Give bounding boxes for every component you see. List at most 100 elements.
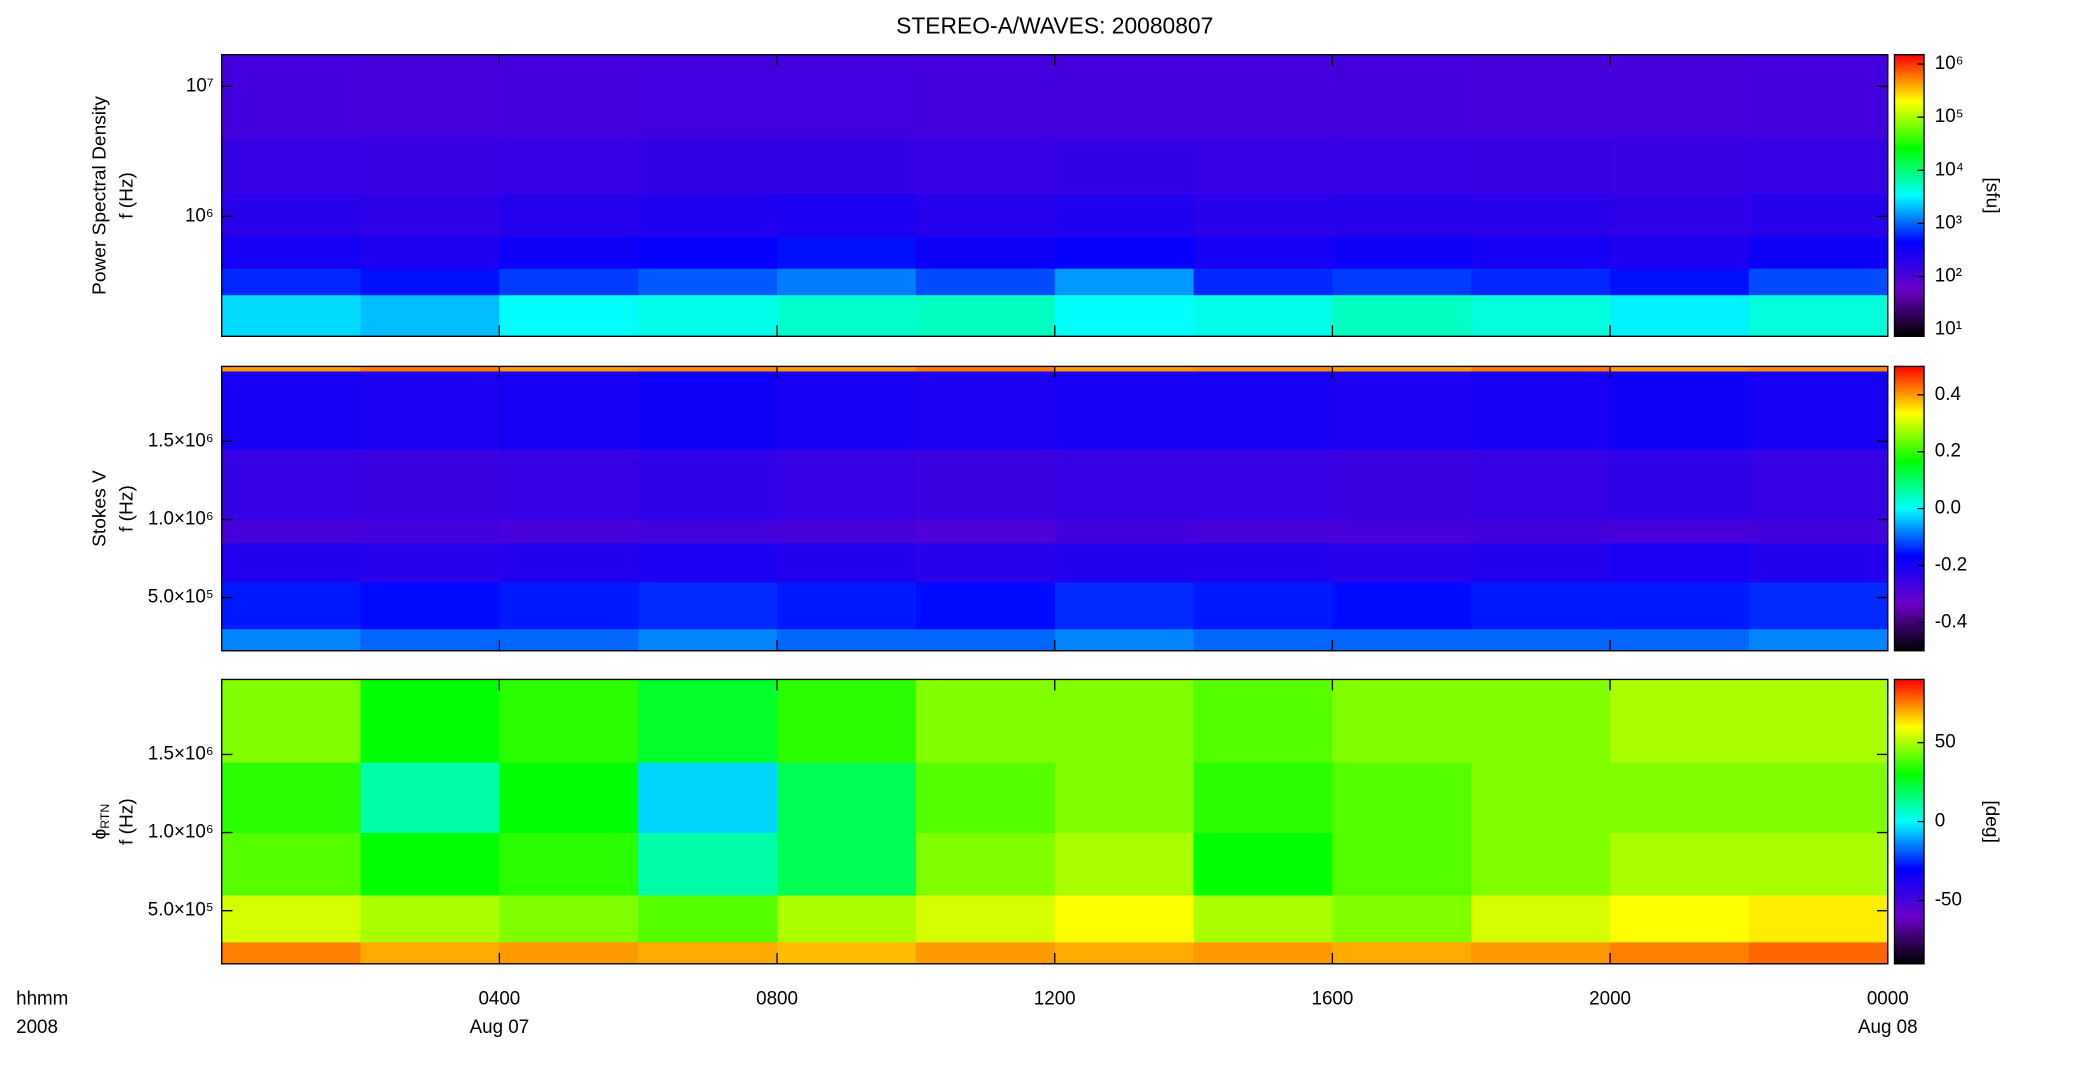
heatmap-cell: [638, 941, 778, 965]
heatmap-cell: [499, 832, 639, 896]
heatmap-cell: [1332, 268, 1472, 296]
heatmap-cell: [915, 832, 1056, 896]
heatmap-cell: [360, 236, 500, 269]
heatmap-cell: [360, 895, 500, 943]
heatmap-cell: [360, 941, 500, 965]
heatmap-cell: [1748, 268, 1889, 296]
heatmap-cell: [360, 542, 500, 583]
heatmap-cell: [1610, 449, 1750, 520]
y-axis-label: f (Hz): [117, 798, 138, 845]
heatmap-cell: [499, 268, 639, 296]
heatmap-cell: [221, 54, 361, 139]
heatmap-cell: [1332, 542, 1472, 583]
heatmap-cell: [1471, 581, 1611, 630]
heatmap-cell: [1610, 762, 1750, 833]
heatmap-cell: [1332, 294, 1472, 337]
heatmap-cell: [1332, 941, 1472, 965]
heatmap-cell: [1610, 268, 1750, 296]
x-tick-label: 0000: [1867, 988, 1909, 1009]
heatmap-cell: [777, 519, 917, 544]
heatmap-cell: [1193, 268, 1333, 296]
heatmap-cell: [360, 519, 500, 544]
heatmap-cell: [1748, 941, 1889, 965]
label-subscript: RTN: [98, 804, 112, 829]
y-axis-label: Power Spectral Density: [90, 96, 111, 295]
colorbar-tick-label: 10¹: [1935, 319, 1962, 340]
heatmap-cell: [777, 762, 917, 833]
heatmap-cell: [1748, 679, 1889, 763]
colorbar-tick-label: 10²: [1935, 265, 1962, 286]
x-axis-label: 2008: [16, 1017, 58, 1038]
heatmap-cell: [360, 762, 500, 833]
heatmap-cell: [638, 628, 778, 652]
heatmap-cell: [1471, 449, 1611, 520]
heatmap-cell: [1332, 138, 1472, 194]
heatmap-cell: [915, 679, 1056, 763]
heatmap-cell: [1193, 54, 1333, 139]
heatmap-cell: [1748, 628, 1889, 652]
heatmap-cell: [1748, 895, 1889, 943]
heatmap-cell: [777, 54, 917, 139]
heatmap-cell: [638, 542, 778, 583]
heatmap-cell: [221, 366, 361, 372]
heatmap-cell: [638, 236, 778, 269]
heatmap-cell: [221, 193, 361, 238]
heatmap-cell: [915, 54, 1056, 139]
heatmap-cell: [777, 941, 917, 965]
heatmap-cell: [915, 371, 1056, 450]
heatmap-cell: [1748, 519, 1889, 544]
heatmap-cell: [1471, 138, 1611, 194]
heatmap-cell: [1610, 236, 1750, 269]
heatmap-cell: [1471, 519, 1611, 544]
heatmap-cell: [1054, 832, 1194, 896]
colorbar-tick-label: 10⁵: [1935, 106, 1964, 127]
heatmap-cell: [499, 371, 639, 450]
heatmap-cell: [777, 449, 917, 520]
heatmap-cell: [1610, 294, 1750, 337]
heatmap-cell: [499, 193, 639, 238]
heatmap-cell: [1332, 895, 1472, 943]
heatmap-cell: [221, 294, 361, 337]
heatmap-cell: [1054, 762, 1194, 833]
heatmap-cell: [1332, 519, 1472, 544]
heatmap-cell: [221, 236, 361, 269]
heatmap-cell: [777, 542, 917, 583]
heatmap-cell: [360, 138, 500, 194]
plot-area: STEREO-A/WAVES: 20080807 10⁶ 10⁷ Power Spe…: [16, 12, 2002, 1038]
y-tick-label: 1.0×10⁶: [148, 508, 214, 529]
heatmap-cell: [1748, 762, 1889, 833]
heatmap-cell: [638, 54, 778, 139]
heatmap-cell: [221, 581, 361, 630]
heatmap-cell: [499, 679, 639, 763]
heatmap-cell: [638, 832, 778, 896]
x-date-label: Aug 08: [1858, 1017, 1918, 1038]
heatmap-cell: [1193, 895, 1333, 943]
colorbar-tick-label: 10³: [1935, 212, 1962, 233]
heatmap-cell: [1610, 941, 1750, 965]
heatmap-cell: [1748, 449, 1889, 520]
heatmap-cell: [1193, 236, 1333, 269]
y-tick-label: 5.0×10⁵: [148, 587, 214, 608]
heatmap-cell: [1610, 366, 1750, 372]
y-tick-label: 1.5×10⁶: [148, 430, 214, 451]
heatmap-cell: [1054, 941, 1194, 965]
heatmap-cell: [499, 138, 639, 194]
heatmap-cell: [1332, 193, 1472, 238]
heatmap-cell: [221, 519, 361, 544]
heatmap-cell: [915, 895, 1056, 943]
heatmap-cell: [221, 895, 361, 943]
heatmap-cell: [638, 895, 778, 943]
colorbar-tick-label: -0.2: [1935, 554, 1967, 575]
heatmap-cell: [1193, 294, 1333, 337]
heatmap-cell: [360, 366, 500, 372]
heatmap-cell: [1748, 193, 1889, 238]
heatmap-cell: [1748, 294, 1889, 337]
heatmap-cell: [360, 294, 500, 337]
heatmap-cell: [221, 679, 361, 763]
heatmap-cell: [915, 138, 1056, 194]
heatmap-cell: [1610, 371, 1750, 450]
heatmap-cell: [499, 941, 639, 965]
label-symbol: ϕ: [90, 829, 111, 840]
heatmap-cell: [1193, 628, 1333, 652]
